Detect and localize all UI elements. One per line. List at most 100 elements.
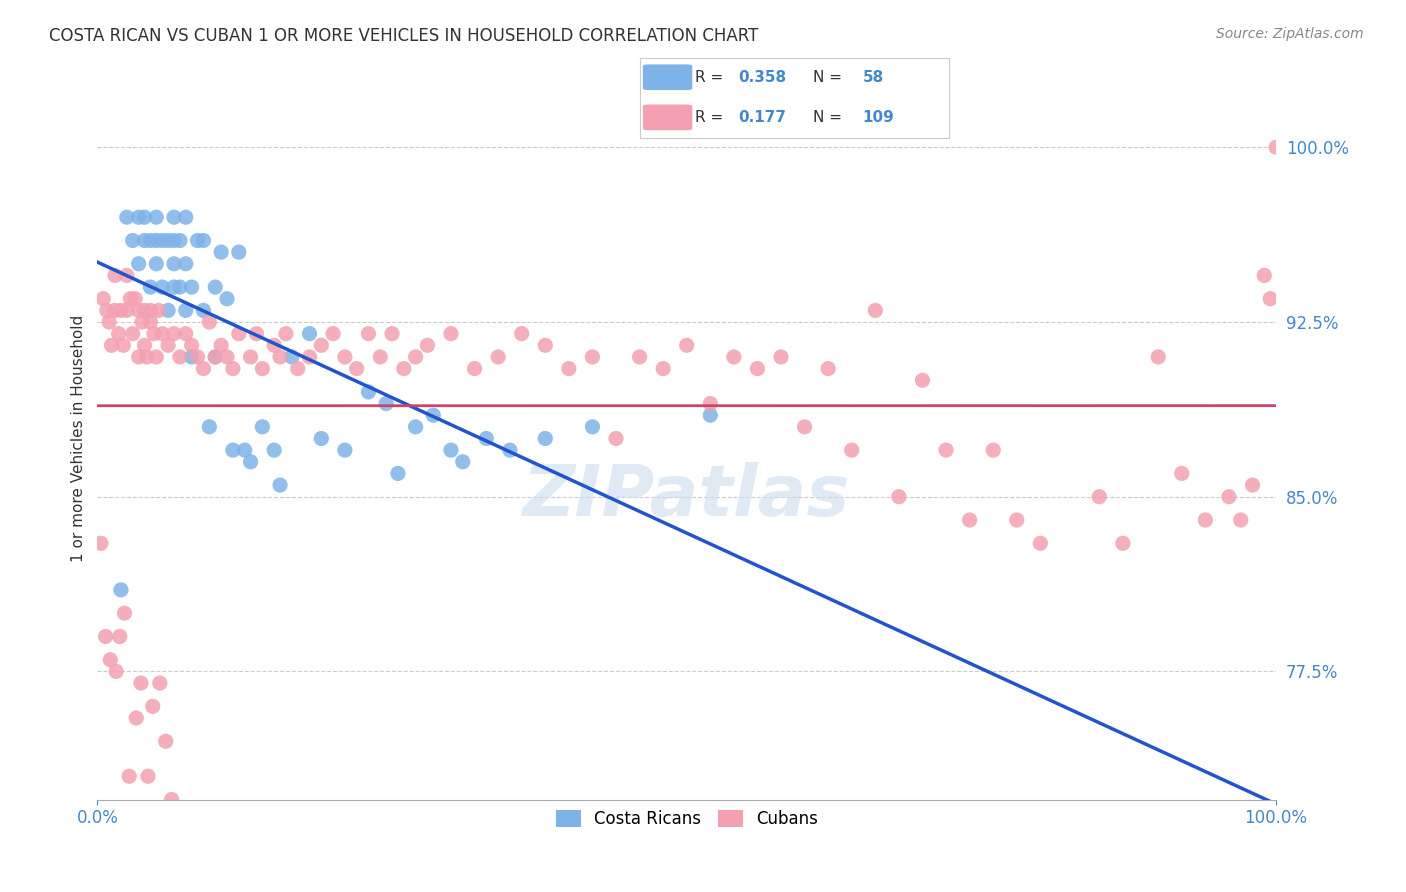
Point: [228, 326, 250, 341]
Point: [368, 350, 391, 364]
Point: [145, 210, 167, 224]
Point: [392, 361, 415, 376]
Point: [120, 292, 142, 306]
Point: [699, 408, 721, 422]
Text: R =: R =: [696, 110, 734, 125]
Point: [1241, 478, 1264, 492]
Point: [169, 280, 191, 294]
Text: Source: ZipAtlas.com: Source: ZipAtlas.com: [1216, 27, 1364, 41]
Point: [1253, 268, 1275, 283]
Point: [911, 373, 934, 387]
Text: R =: R =: [696, 70, 728, 85]
Point: [148, 303, 170, 318]
Point: [155, 734, 177, 748]
Point: [405, 350, 427, 364]
Point: [817, 361, 839, 376]
Point: [128, 257, 150, 271]
Point: [222, 443, 245, 458]
Point: [558, 361, 581, 376]
Text: COSTA RICAN VS CUBAN 1 OR MORE VEHICLES IN HOUSEHOLD CORRELATION CHART: COSTA RICAN VS CUBAN 1 OR MORE VEHICLES …: [49, 27, 759, 45]
Point: [115, 303, 138, 318]
Point: [1194, 513, 1216, 527]
Point: [605, 432, 627, 446]
Point: [193, 303, 215, 318]
Point: [134, 303, 156, 318]
Point: [981, 443, 1004, 458]
Point: [628, 350, 651, 364]
Point: [381, 326, 404, 341]
Legend: Costa Ricans, Cubans: Costa Ricans, Cubans: [548, 803, 824, 835]
Point: [150, 234, 173, 248]
Point: [422, 408, 444, 422]
Point: [136, 769, 159, 783]
Point: [114, 606, 136, 620]
Point: [510, 326, 533, 341]
Point: [723, 350, 745, 364]
Point: [150, 280, 173, 294]
Point: [333, 443, 356, 458]
Point: [1029, 536, 1052, 550]
Point: [145, 350, 167, 364]
Point: [534, 432, 557, 446]
Point: [100, 338, 122, 352]
Point: [652, 361, 675, 376]
FancyBboxPatch shape: [643, 104, 692, 130]
Point: [252, 361, 274, 376]
Point: [222, 361, 245, 376]
Text: N =: N =: [813, 70, 846, 85]
Point: [174, 257, 197, 271]
Point: [174, 210, 197, 224]
Point: [110, 582, 132, 597]
Point: [793, 420, 815, 434]
Point: [581, 350, 603, 364]
Point: [440, 326, 463, 341]
Point: [157, 338, 180, 352]
Point: [486, 350, 509, 364]
Point: [1171, 467, 1194, 481]
Point: [134, 338, 156, 352]
Point: [125, 711, 148, 725]
Point: [499, 443, 522, 458]
Point: [145, 234, 167, 248]
Point: [98, 315, 121, 329]
Point: [124, 292, 146, 306]
Point: [98, 653, 121, 667]
Point: [239, 350, 262, 364]
Point: [215, 350, 238, 364]
Point: [451, 455, 474, 469]
Point: [135, 350, 157, 364]
Point: [131, 315, 153, 329]
Point: [357, 384, 380, 399]
Point: [169, 234, 191, 248]
FancyBboxPatch shape: [643, 64, 692, 90]
Point: [699, 396, 721, 410]
Point: [121, 326, 143, 341]
Point: [281, 350, 304, 364]
Point: [233, 443, 256, 458]
Point: [198, 315, 221, 329]
Point: [198, 420, 221, 434]
Point: [145, 257, 167, 271]
Point: [180, 338, 202, 352]
Point: [1258, 292, 1281, 306]
Point: [180, 350, 202, 364]
Point: [228, 245, 250, 260]
Point: [1218, 490, 1240, 504]
Point: [274, 326, 297, 341]
Point: [475, 432, 498, 446]
Point: [112, 338, 135, 352]
Point: [128, 210, 150, 224]
Point: [464, 361, 486, 376]
Point: [298, 350, 321, 364]
Point: [239, 455, 262, 469]
Point: [163, 257, 186, 271]
Point: [139, 303, 162, 318]
Point: [959, 513, 981, 527]
Point: [129, 676, 152, 690]
Point: [187, 350, 209, 364]
Point: [108, 630, 131, 644]
Point: [1112, 536, 1135, 550]
Point: [142, 699, 165, 714]
Point: [245, 326, 267, 341]
Point: [174, 326, 197, 341]
